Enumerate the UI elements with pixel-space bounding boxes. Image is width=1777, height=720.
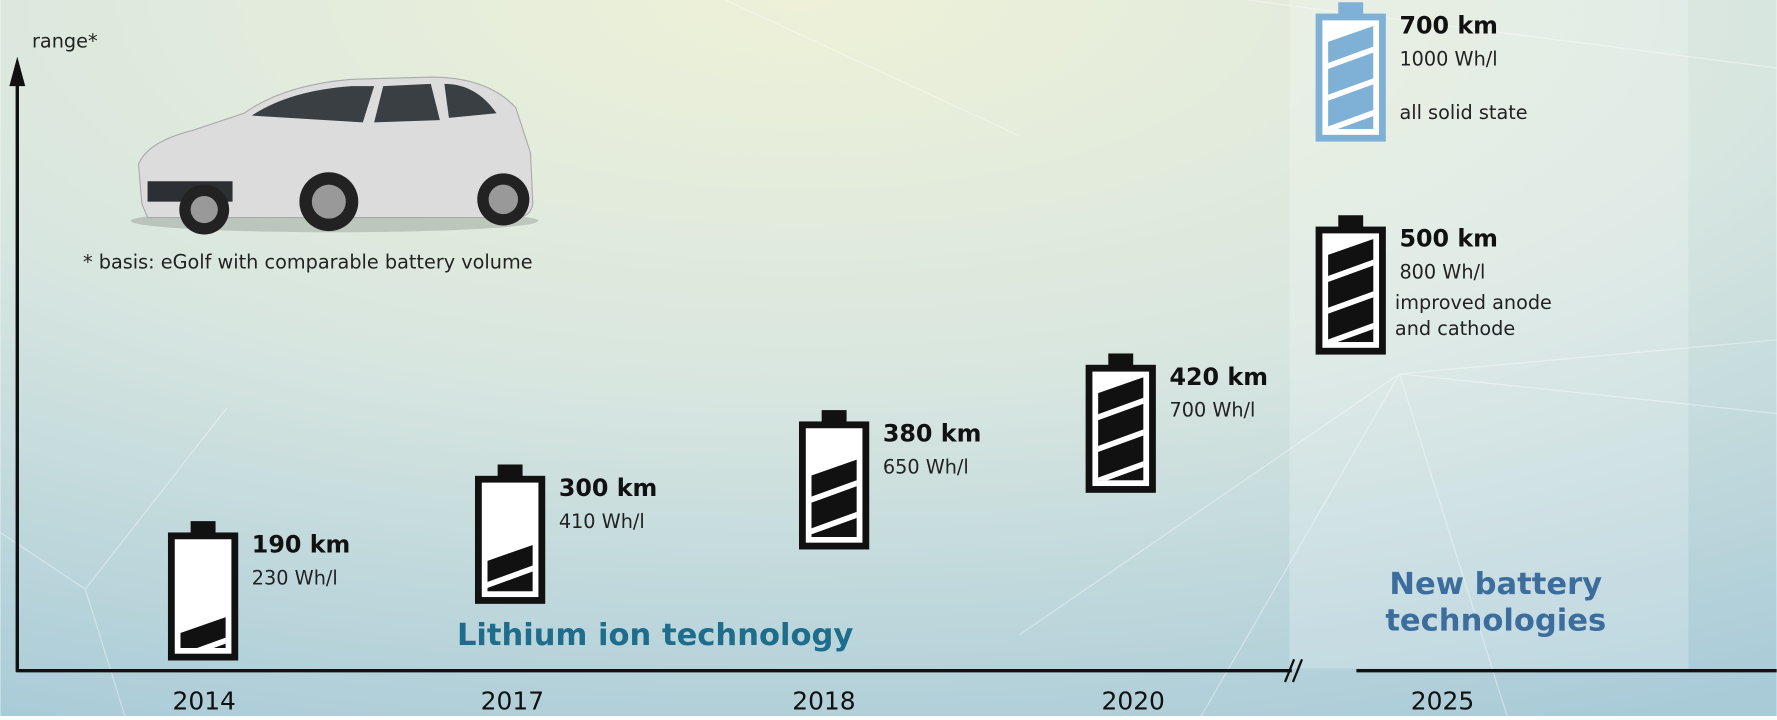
battery-nub: [1338, 215, 1363, 227]
note-label: all solid state: [1399, 101, 1527, 124]
footnote: * basis: eGolf with comparable battery v…: [83, 250, 533, 273]
axis-label: range*: [32, 29, 98, 52]
battery-icon: [168, 521, 238, 660]
battery-nub: [822, 410, 847, 422]
range-label: 700 km: [1399, 12, 1498, 40]
note-label: and cathode: [1395, 317, 1515, 340]
density-label: 230 Wh/l: [252, 566, 338, 589]
battery-charge: [1096, 377, 1146, 481]
range-label: 500 km: [1399, 225, 1498, 253]
section-label: technologies: [1385, 603, 1606, 638]
range-label: 380 km: [883, 420, 982, 448]
section-label: Lithium ion technology: [457, 618, 853, 653]
density-label: 410 Wh/l: [559, 510, 645, 533]
density-label: 800 Wh/l: [1399, 261, 1485, 284]
year-label: 2017: [481, 686, 544, 715]
battery-charge: [1326, 239, 1376, 343]
year-label: 2018: [792, 686, 855, 715]
year-label: 2014: [173, 686, 236, 715]
battery-charge: [1326, 26, 1376, 130]
year-label: 2025: [1411, 686, 1474, 715]
battery-nub: [1108, 353, 1133, 365]
battery-icon: [1316, 215, 1386, 354]
battery-icon: [1316, 2, 1386, 141]
density-label: 700 Wh/l: [1169, 399, 1255, 422]
density-label: 650 Wh/l: [883, 455, 969, 478]
note-label: improved anode: [1395, 291, 1552, 314]
battery-nub: [1338, 2, 1363, 14]
battery-icon: [1086, 353, 1156, 492]
battery-icon: [799, 410, 869, 564]
range-label: 190 km: [252, 531, 351, 559]
density-label: 1000 Wh/l: [1399, 48, 1497, 71]
battery-nub: [498, 464, 523, 476]
section-label: New battery: [1389, 567, 1602, 602]
range-label: 420 km: [1169, 363, 1268, 391]
battery-icon: [475, 464, 545, 617]
year-label: 2020: [1102, 686, 1165, 715]
range-label: 300 km: [559, 474, 658, 502]
battery-nub: [191, 521, 216, 533]
infographic: range* * basis: eGolf with comparable ba…: [0, 0, 1777, 716]
